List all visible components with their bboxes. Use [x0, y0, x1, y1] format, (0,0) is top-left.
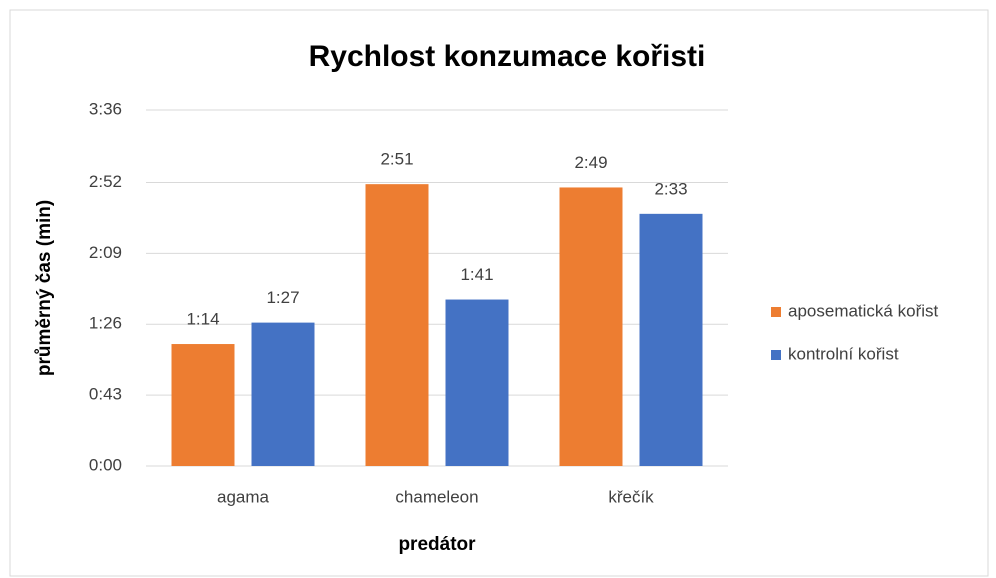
x-axis-title: predátor [398, 534, 476, 555]
data-label: 1:14 [186, 310, 219, 329]
y-tick-label: 2:09 [89, 243, 122, 262]
x-tick-label: agama [217, 487, 270, 506]
x-tick-label: chameleon [395, 487, 478, 506]
data-label: 1:41 [460, 265, 493, 284]
data-label: 2:33 [654, 179, 687, 198]
y-tick-label: 1:26 [89, 314, 122, 333]
y-tick-label: 0:00 [89, 455, 122, 474]
y-tick-label: 3:36 [89, 99, 122, 118]
bar [639, 213, 703, 466]
data-label: 2:49 [574, 153, 607, 172]
data-label: 1:27 [266, 288, 299, 307]
legend-swatch [771, 350, 781, 360]
legend-label: kontrolní kořist [788, 344, 899, 363]
bar [251, 322, 315, 466]
bar [559, 187, 623, 467]
legend-swatch [771, 307, 781, 317]
bar [445, 299, 509, 466]
bar [365, 184, 429, 466]
y-axis-title: průměrný čas (min) [34, 200, 55, 376]
bar [171, 344, 235, 466]
data-label: 2:51 [380, 150, 413, 169]
chart-title: Rychlost konzumace kořisti [309, 40, 706, 73]
y-tick-label: 2:52 [89, 172, 122, 191]
legend-label: aposematická kořist [788, 301, 939, 320]
x-tick-label: křečík [608, 487, 654, 506]
chart-frame [9, 9, 989, 577]
y-tick-label: 0:43 [89, 385, 122, 404]
